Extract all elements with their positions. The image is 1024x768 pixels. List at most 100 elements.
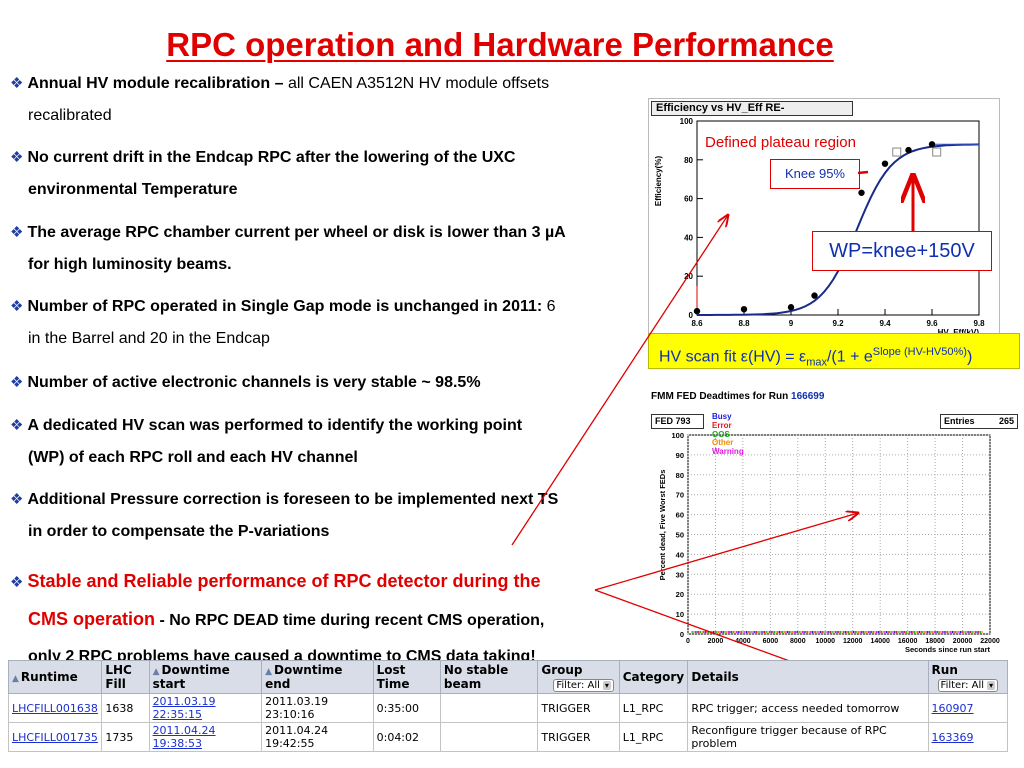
- bullet-red-text: Stable and Reliable performance of RPC d…: [27, 571, 541, 591]
- downtime-start-link[interactable]: 2011.03.19: [152, 695, 216, 708]
- bullet-pressure-correction: ❖ Additional Pressure correction is fores…: [10, 484, 620, 548]
- col-details[interactable]: Details: [687, 660, 929, 694]
- col-group-label: Group: [541, 662, 583, 677]
- table-row: LHCFILL001735 1735 2011.04.24 19:38:53 20…: [7, 722, 1009, 752]
- downtime-end-date: 2011.04.24: [265, 724, 329, 737]
- knee-label-box: Knee 95%: [770, 159, 860, 189]
- sort-icon: ▲: [12, 674, 19, 684]
- entries-value: 265: [998, 416, 1014, 426]
- marker-square: [892, 147, 902, 157]
- diamond-bullet-icon: ❖: [10, 149, 24, 166]
- x-tick-label: 18000: [925, 638, 945, 645]
- details-text: RPC trigger; access needed tomorrow: [691, 701, 900, 715]
- downtime-end-date: 2011.03.19: [265, 695, 329, 708]
- x-tick-label: 8000: [790, 638, 806, 645]
- lost-time-cell: 0:04:02: [372, 722, 441, 752]
- downtime-end-time: 23:10:16: [265, 708, 315, 721]
- y-tick-label: 20: [676, 590, 684, 599]
- bullet-text: 6: [542, 298, 556, 315]
- entries-box: Entries 265: [940, 414, 1018, 429]
- col-runtime[interactable]: ▲ Runtime: [7, 660, 103, 694]
- run-filter-select[interactable]: Filter: All ▾: [937, 678, 999, 692]
- fill-cell: 1735: [101, 722, 150, 752]
- data-point: [928, 141, 936, 148]
- col-downtime-start[interactable]: ▲ Downtime start: [148, 660, 263, 694]
- col-no-stable-beam[interactable]: No stable beam: [439, 660, 539, 694]
- plot-frame: [696, 120, 980, 316]
- downtime-start-link[interactable]: 2011.04.24: [152, 724, 216, 737]
- chevron-updown-icon: ▾: [602, 680, 611, 690]
- bullet-bold: A dedicated HV scan was performed to ide…: [27, 417, 523, 434]
- col-lhc-fill-label: LHC Fill: [105, 663, 132, 691]
- formula-sub: max: [806, 356, 827, 369]
- efficiency-plot-title: Efficiency vs HV_Eff RE-3_R3_CH15_A: [651, 101, 853, 116]
- x-tick-label: 12000: [843, 638, 863, 645]
- bullet-chamber-current: ❖ The average RPC chamber current per whe…: [10, 217, 620, 281]
- y-axis-label: Percent dead, Five Worst FEDs: [658, 470, 667, 581]
- bullet-current-drift: ❖ No current drift in the Endcap RPC afte…: [10, 142, 620, 206]
- col-downtime-end[interactable]: ▲ Downtime end: [261, 660, 374, 694]
- bullet-line2: environmental Temperature: [28, 181, 238, 198]
- data-point: [905, 146, 912, 154]
- legend-warning: Warning: [712, 447, 744, 456]
- runtime-link[interactable]: LHCFILL001735: [12, 730, 98, 744]
- downtime-start-time-link[interactable]: 22:35:15: [152, 708, 202, 721]
- run-filter-label: Filter: All: [940, 679, 985, 691]
- table-row: LHCFILL001638 1638 2011.03.19 22:35:15 20…: [7, 693, 1009, 723]
- downtime-table: ▲ Runtime LHC Fill ▲ Downtime start ▲ Downt…: [7, 660, 1009, 752]
- col-group: Group Filter: All ▾: [537, 660, 620, 694]
- x-tick-label: 8.8: [738, 319, 750, 328]
- x-tick-label: 8.6: [691, 319, 703, 328]
- table-header-row: ▲ Runtime LHC Fill ▲ Downtime start ▲ Downt…: [7, 660, 1009, 694]
- y-tick-label: 50: [676, 531, 684, 540]
- sort-icon: ▲: [265, 667, 273, 677]
- bullet-text: all CAEN A3512N HV module offsets: [283, 75, 550, 92]
- page-title: RPC operation and Hardware Performance: [166, 26, 834, 63]
- run-link[interactable]: 163369: [931, 730, 974, 744]
- col-category[interactable]: Category: [618, 660, 689, 694]
- y-tick-label: 80: [684, 156, 693, 165]
- group-filter-select[interactable]: Filter: All ▾: [553, 678, 614, 692]
- run-link[interactable]: 160907: [931, 701, 974, 715]
- bullet-stable-performance: ❖ Stable and Reliable performance of RPC …: [10, 563, 620, 675]
- data-point: [811, 292, 818, 299]
- category-cell: L1_RPC: [618, 693, 689, 723]
- y-tick-label: 10: [676, 610, 684, 619]
- bullet-red-text-2: CMS operation: [28, 609, 156, 629]
- group-cell: TRIGGER: [537, 722, 620, 752]
- diamond-bullet-icon: ❖: [10, 417, 24, 434]
- deadtime-plot: 0 10 20 30 40 50 60 70 80 90 100 0 2000 4000 6000 8000 1…: [648, 405, 1020, 657]
- col-lhc-fill[interactable]: LHC Fill: [101, 660, 150, 694]
- chevron-updown-icon: ▾: [987, 680, 996, 690]
- y-tick-label: 80: [676, 471, 684, 480]
- col-lost-time[interactable]: Lost Time: [372, 660, 441, 694]
- formula-sup: Slope (HV-HV50%): [872, 346, 967, 358]
- hv-scan-fit-formula: HV scan fit ε(HV) = εmax/(1 + eSlope (HV…: [648, 333, 1020, 369]
- y-tick-label: 100: [680, 117, 694, 126]
- group-filter-label: Filter: All: [556, 679, 600, 691]
- x-axis-label: HV_Eff(kV): [938, 328, 980, 336]
- bullet-bold: No current drift in the Endcap RPC after…: [27, 149, 516, 166]
- downtime-start-time-link[interactable]: 19:38:53: [152, 737, 202, 750]
- deadtime-title-text: FMM FED Deadtimes for Run: [651, 391, 789, 402]
- data-point: [740, 305, 748, 313]
- bullet-line2: for high luminosity beams.: [28, 256, 232, 273]
- x-tick-label: 16000: [898, 638, 918, 645]
- y-tick-label: 0: [680, 630, 684, 639]
- col-category-label: Category: [622, 670, 685, 684]
- x-tick-label: 9.2: [832, 319, 844, 328]
- lost-time-cell: 0:35:00: [372, 693, 441, 723]
- bullet-active-channels: ❖ Number of active electronic channels is…: [10, 367, 620, 399]
- deadtime-run-number: 166699: [791, 391, 825, 402]
- entries-label: Entries: [944, 416, 975, 426]
- col-runtime-label: Runtime: [20, 670, 78, 684]
- runtime-link[interactable]: LHCFILL001638: [12, 701, 98, 715]
- details-text: Reconfigure trigger because of RPC: [691, 724, 887, 737]
- legend-busy: Busy: [712, 412, 732, 421]
- bullet-bold: - No RPC DEAD time during recent CMS ope…: [155, 612, 545, 629]
- diamond-bullet-icon: ❖: [10, 75, 24, 92]
- bullet-bold: The average RPC chamber current per whee…: [27, 224, 566, 241]
- y-tick-label: 30: [676, 570, 684, 579]
- legend-error: Error: [712, 421, 732, 430]
